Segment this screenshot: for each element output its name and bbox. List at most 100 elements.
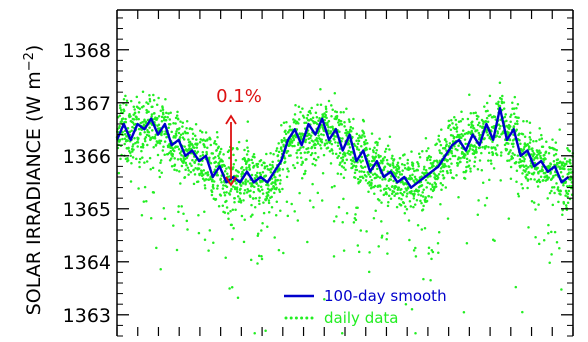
daily-data-point: [228, 193, 232, 196]
daily-data-point: [179, 133, 183, 136]
daily-data-point: [277, 142, 280, 145]
daily-data-point: [272, 153, 275, 156]
daily-data-point: [209, 138, 212, 141]
daily-data-point: [486, 120, 490, 123]
daily-data-point: [546, 197, 549, 200]
daily-data-point: [190, 128, 194, 131]
daily-data-point: [344, 168, 347, 171]
daily-data-point: [367, 190, 370, 193]
daily-data-point: [293, 166, 297, 170]
daily-data-point: [168, 118, 172, 121]
daily-data-point: [461, 117, 464, 121]
daily-data-point: [428, 182, 432, 185]
daily-data-point: [410, 308, 414, 311]
daily-data-point: [126, 139, 129, 142]
daily-data-point: [518, 139, 521, 142]
daily-data-point: [125, 103, 128, 107]
daily-data-point: [519, 142, 522, 145]
daily-data-point: [293, 113, 297, 116]
daily-data-point: [281, 187, 284, 191]
daily-data-point: [146, 143, 149, 147]
daily-data-point: [376, 175, 380, 178]
daily-data-point: [547, 223, 550, 227]
daily-data-point: [467, 149, 471, 152]
daily-data-point: [382, 193, 386, 197]
daily-data-point: [482, 122, 485, 126]
daily-data-point: [537, 242, 541, 246]
daily-data-point: [297, 105, 301, 108]
daily-data-point: [196, 142, 199, 145]
daily-data-point: [176, 110, 179, 114]
daily-data-point: [175, 248, 179, 252]
daily-data-point: [473, 160, 477, 164]
daily-data-point: [148, 100, 152, 103]
daily-data-point: [267, 190, 270, 194]
daily-data-point: [264, 198, 267, 202]
daily-data-point: [430, 196, 433, 199]
daily-data-point: [449, 169, 452, 172]
daily-data-point: [527, 165, 530, 169]
daily-data-point: [236, 296, 240, 299]
daily-data-point: [294, 103, 297, 107]
daily-data-point: [508, 159, 511, 162]
daily-data-point: [139, 133, 142, 136]
daily-data-point: [412, 205, 415, 209]
daily-data-point: [132, 118, 136, 121]
daily-data-point: [416, 169, 420, 172]
daily-data-point: [476, 167, 480, 171]
daily-data-point: [405, 189, 408, 192]
daily-data-point: [256, 162, 260, 166]
daily-data-point: [256, 232, 260, 236]
daily-data-point: [223, 193, 227, 197]
legend-label-daily: daily data: [324, 309, 398, 327]
daily-data-point: [480, 151, 483, 155]
daily-data-point: [371, 173, 375, 176]
daily-data-point: [509, 177, 513, 181]
y-tick-label: 1368: [63, 40, 111, 62]
daily-data-point: [528, 141, 532, 144]
daily-data-point: [484, 120, 488, 123]
daily-data-point: [126, 157, 129, 160]
daily-data-point: [156, 116, 159, 120]
daily-data-point: [523, 142, 527, 145]
daily-data-point: [516, 122, 519, 126]
daily-data-point: [530, 199, 534, 203]
daily-data-point: [376, 167, 379, 171]
daily-data-point: [211, 178, 214, 181]
daily-data-point: [442, 176, 446, 180]
daily-data-point: [252, 164, 256, 168]
daily-data-point: [307, 150, 310, 154]
daily-data-point: [379, 189, 383, 192]
daily-data-point: [552, 185, 556, 189]
daily-data-point: [261, 192, 265, 195]
daily-data-point: [175, 134, 178, 137]
daily-data-point: [165, 136, 168, 139]
daily-data-point: [522, 120, 525, 123]
daily-data-point: [465, 160, 469, 164]
daily-data-point: [453, 115, 456, 119]
daily-data-point: [368, 180, 371, 184]
daily-data-point: [350, 129, 353, 133]
daily-data-point: [452, 135, 456, 139]
legend-swatch-daily: [284, 316, 288, 320]
daily-data-point: [302, 116, 306, 119]
daily-data-point: [333, 91, 337, 95]
daily-data-point: [317, 155, 320, 159]
daily-data-point: [515, 107, 518, 110]
daily-data-point: [407, 219, 411, 222]
annotation-label: 0.1%: [216, 86, 262, 107]
daily-data-point: [144, 136, 148, 139]
daily-data-point: [507, 217, 511, 220]
daily-data-point: [216, 135, 219, 139]
daily-data-point: [257, 184, 260, 188]
daily-data-point: [441, 169, 445, 173]
daily-data-point: [299, 151, 303, 155]
daily-data-point: [324, 107, 328, 111]
daily-data-point: [553, 148, 557, 151]
daily-data-point: [310, 106, 313, 110]
daily-data-point: [313, 163, 317, 167]
daily-data-point: [361, 134, 364, 137]
annotation-arrow-head-down: [225, 176, 237, 187]
daily-data-point: [221, 204, 225, 208]
daily-data-point: [499, 179, 502, 182]
